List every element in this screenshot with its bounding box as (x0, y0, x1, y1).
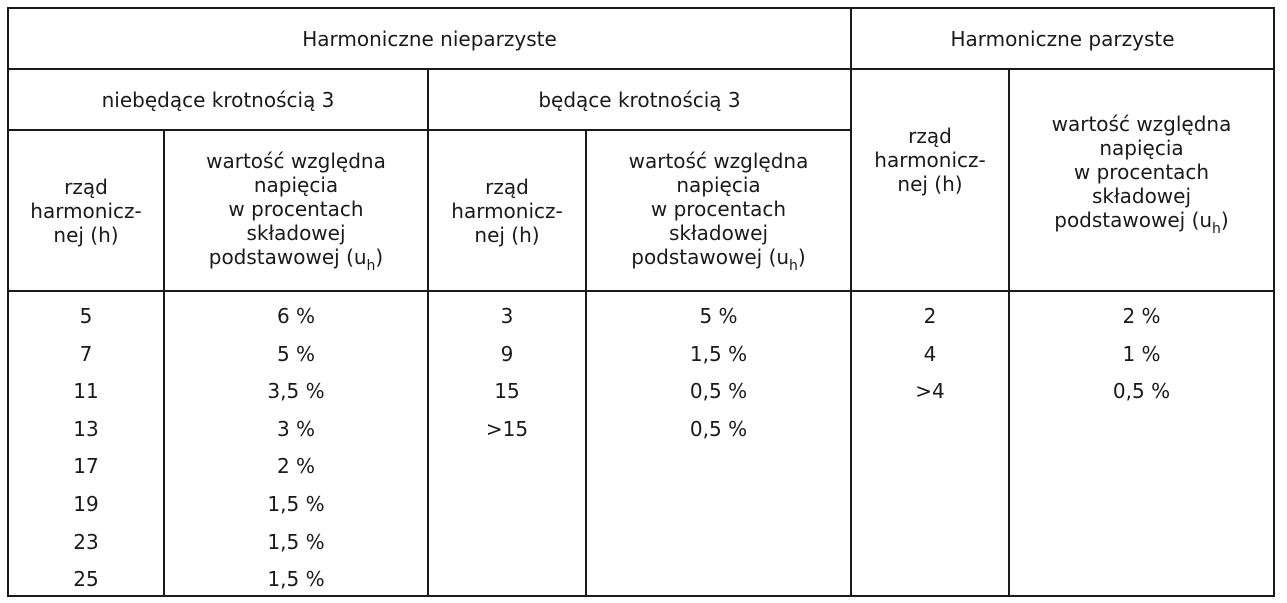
column-divider (850, 7, 852, 597)
value-cell: 3 % (276, 416, 316, 441)
order-cell: 15 (494, 379, 520, 404)
row-divider (7, 290, 1275, 292)
header-multiple-3: będące krotnością 3 (538, 87, 741, 112)
value-cell: 0,5 % (689, 416, 748, 441)
multiple-3-values: 5 % 1,5 % 0,5 % 0,5 % (587, 298, 850, 448)
order-cell: >4 (915, 379, 945, 404)
order-cell: 17 (73, 454, 99, 479)
order-cell: 5 (79, 304, 93, 328)
order-cell: 13 (73, 416, 99, 441)
non-multiple-3-orders: 5 7 11 13 17 19 23 25 (9, 298, 163, 599)
order-cell: 2 (923, 304, 937, 328)
header-order: rząd harmonicz-nej (h) (451, 174, 563, 247)
row-divider (7, 68, 1275, 70)
value-cell: 1,5 % (267, 567, 325, 592)
header-non-multiple-3: niebędące krotnością 3 (101, 87, 335, 112)
value-cell: 1 % (1122, 341, 1161, 366)
order-cell: 23 (73, 529, 99, 554)
header-value: wartość względna napięcia w procentach skła… (206, 149, 386, 274)
order-cell: 9 (500, 341, 514, 366)
header-even: Harmoniczne parzyste (950, 26, 1175, 51)
header-odd: Harmoniczne nieparzyste (302, 26, 557, 51)
order-cell: 11 (73, 379, 99, 404)
order-cell: >15 (485, 416, 529, 441)
value-cell: 0,5 % (1112, 379, 1171, 404)
multiple-3-orders: 3 9 15 >15 (429, 298, 585, 448)
value-cell: 6 % (276, 304, 316, 328)
order-cell: 4 (923, 341, 937, 366)
order-cell: 3 (500, 304, 514, 328)
header-order: rząd harmonicz-nej (h) (874, 124, 986, 196)
value-cell: 1,5 % (689, 341, 748, 366)
harmonics-table: Harmoniczne nieparzyste Harmoniczne parz… (7, 7, 1275, 597)
column-divider (1008, 68, 1010, 597)
header-order: rząd harmonicz-nej (h) (30, 174, 142, 247)
table-border-left (7, 7, 9, 597)
value-cell: 1,5 % (267, 491, 325, 516)
even-values: 2 % 1 % 0,5 % (1010, 298, 1273, 411)
column-divider (585, 129, 587, 597)
column-divider (163, 129, 165, 597)
value-cell: 3,5 % (267, 379, 325, 404)
non-multiple-3-values: 6 % 5 % 3,5 % 3 % 2 % 1,5 % 1,5 % 1,5 % (165, 298, 427, 599)
order-cell: 7 (79, 341, 93, 366)
even-orders: 2 4 >4 (852, 298, 1008, 411)
value-cell: 5 % (276, 341, 316, 366)
order-cell: 19 (73, 491, 99, 516)
header-value: wartość względna napięcia w procentach skła… (628, 149, 809, 274)
header-value: wartość względna napięcia w procentach skła… (1051, 112, 1232, 237)
column-divider (427, 68, 429, 597)
value-cell: 0,5 % (689, 379, 748, 404)
table-border-right (1273, 7, 1275, 597)
table-border-bottom (7, 595, 1275, 597)
value-cell: 2 % (276, 454, 316, 479)
table-border-top (7, 7, 1275, 9)
value-cell: 1,5 % (267, 529, 325, 554)
value-cell: 5 % (699, 304, 738, 328)
order-cell: 25 (73, 567, 99, 592)
value-cell: 2 % (1122, 304, 1161, 328)
